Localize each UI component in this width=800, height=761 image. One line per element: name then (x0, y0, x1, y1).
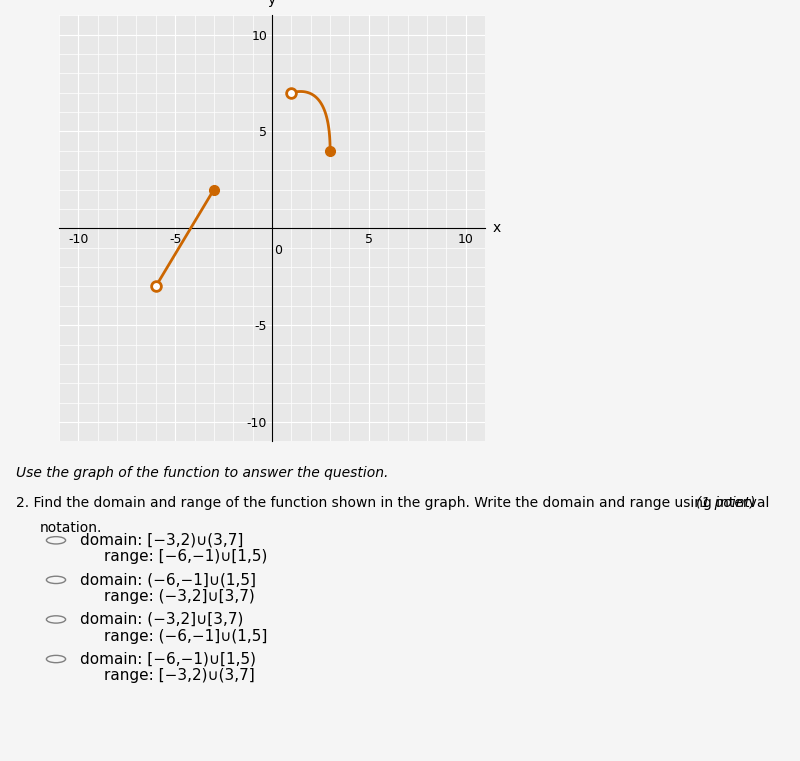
Text: range: [−6,−1)∪[1,5): range: [−6,−1)∪[1,5) (104, 549, 267, 565)
Text: x: x (493, 221, 501, 235)
Text: Use the graph of the function to answer the question.: Use the graph of the function to answer … (16, 466, 388, 479)
Text: range: (−6,−1]∪(1,5]: range: (−6,−1]∪(1,5] (104, 629, 267, 644)
Text: y: y (268, 0, 276, 8)
Text: domain: [−3,2)∪(3,7]: domain: [−3,2)∪(3,7] (80, 533, 243, 548)
Text: 0: 0 (274, 244, 282, 256)
Text: range: (−3,2]∪[3,7): range: (−3,2]∪[3,7) (104, 589, 254, 604)
Text: range: [−3,2)∪(3,7]: range: [−3,2)∪(3,7] (104, 668, 254, 683)
Text: notation.: notation. (40, 521, 102, 534)
Text: domain: [−6,−1)∪[1,5): domain: [−6,−1)∪[1,5) (80, 651, 256, 667)
Text: domain: (−3,2]∪[3,7): domain: (−3,2]∪[3,7) (80, 612, 243, 627)
Text: 2. Find the domain and range of the function shown in the graph. Write the domai: 2. Find the domain and range of the func… (16, 496, 770, 510)
Text: (1 point): (1 point) (696, 496, 755, 510)
Text: domain: (−6,−1]∪(1,5]: domain: (−6,−1]∪(1,5] (80, 572, 256, 587)
